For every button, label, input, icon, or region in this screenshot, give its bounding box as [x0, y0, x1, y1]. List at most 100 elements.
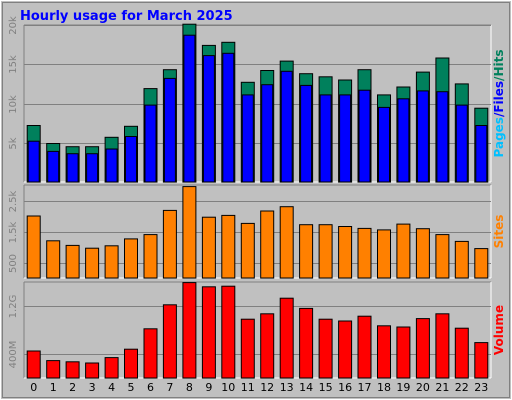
x-tick-label: 21 [435, 381, 449, 394]
files-bar [261, 84, 274, 183]
plot-area [24, 25, 491, 182]
y-tick-label: 10k [8, 95, 19, 114]
y-tick-label: 1.5k [8, 221, 19, 243]
y-tick-label: 5k [8, 137, 19, 149]
x-tick-label: 18 [377, 381, 391, 394]
volume-bar [46, 360, 61, 379]
volume-bar [435, 313, 450, 379]
files-bar [222, 52, 235, 183]
sites-bar [221, 214, 236, 279]
x-tick-label: 15 [319, 381, 333, 394]
files-bar [47, 150, 60, 183]
files-bar [66, 153, 79, 183]
files-bar [27, 140, 40, 183]
x-tick-label: 9 [205, 381, 212, 394]
volume-bar [65, 361, 80, 379]
sites-bar [182, 186, 197, 279]
files-bar [86, 153, 99, 183]
x-tick-label: 1 [50, 381, 57, 394]
volume-bar [85, 362, 100, 379]
plot-area [24, 185, 491, 278]
files-bar [183, 34, 196, 183]
files-bar [397, 98, 410, 183]
y-axis-label-hits-files-pages: Pages/Files/Hits [492, 50, 506, 158]
volume-bar [377, 325, 391, 379]
x-axis: 0 1 2 3 4 5 6 7 8 9 10 11 12 13 14 15 16 17 18 19 20 21 22 23 [30, 381, 488, 394]
files-bar [436, 91, 449, 183]
y-tick-label: 500 [8, 254, 19, 273]
x-tick-label: 20 [416, 381, 430, 394]
volume-bar [124, 348, 138, 379]
sites-bar [26, 215, 41, 279]
sites-bar [85, 247, 100, 279]
sites-bar [65, 244, 80, 279]
volume-bar [26, 350, 41, 379]
y-label-part: Pages [492, 117, 506, 157]
sites-bar [377, 229, 391, 279]
files-bar [300, 84, 313, 183]
volume-bar [357, 315, 372, 379]
panel-sites: 500 1.5k 2.5k Sites [8, 184, 506, 279]
volume-bar [318, 318, 333, 379]
y-label-part: / [492, 112, 506, 117]
files-bar [105, 148, 118, 183]
x-tick-label: 4 [108, 381, 115, 394]
volume-bar [279, 297, 294, 379]
x-tick-label: 14 [299, 381, 313, 394]
sites-bar [240, 222, 255, 279]
x-tick-label: 22 [455, 381, 469, 394]
x-tick-label: 8 [186, 381, 193, 394]
y-axis-label-volume: Volume [492, 305, 506, 355]
volume-bar [454, 327, 469, 379]
chart-panels: 5k10k15k20kPages/Files/Hits5001.5k2.5kSi… [8, 16, 506, 379]
x-tick-label: 6 [147, 381, 154, 394]
files-bar [125, 136, 137, 183]
y-tick-label: 20k [8, 16, 19, 35]
files-bar [241, 94, 254, 183]
sites-bar [454, 240, 469, 279]
x-tick-label: 10 [221, 381, 235, 394]
volume-bar [338, 320, 353, 379]
files-bar [358, 89, 371, 183]
sites-bar [260, 210, 275, 279]
volume-bar [104, 357, 119, 379]
sites-bar [415, 228, 430, 279]
x-tick-label: 12 [260, 381, 274, 394]
y-label-part: Files [492, 81, 506, 113]
x-tick-label: 5 [128, 381, 135, 394]
y-axis-label-sites: Sites [492, 215, 506, 249]
y-tick-label: 400M [8, 341, 19, 369]
y-tick-label: 1.2G [8, 295, 19, 319]
files-bar [475, 125, 488, 183]
panel-volume: 400M 1.2G Volume [8, 281, 506, 379]
files-bar [455, 104, 468, 183]
x-tick-label: 0 [30, 381, 37, 394]
volume-bar [474, 342, 489, 379]
x-tick-label: 2 [69, 381, 76, 394]
sites-bar [279, 206, 294, 279]
volume-bar [162, 304, 177, 379]
files-bar [144, 104, 157, 183]
x-tick-label: 23 [474, 381, 488, 394]
x-tick-label: 13 [280, 381, 294, 394]
files-bar [416, 90, 429, 183]
volume-bar [415, 318, 430, 379]
chart-title: Hourly usage for March 2025 [20, 9, 233, 24]
x-tick-label: 7 [166, 381, 173, 394]
y-tick-label: 2.5k [8, 190, 19, 212]
volume-bar [260, 313, 275, 379]
sites-bar [124, 238, 138, 279]
sites-bar [357, 227, 372, 279]
volume-bar [221, 285, 236, 379]
volume-bar [299, 307, 314, 379]
files-bar [319, 94, 332, 183]
files-bar [339, 94, 352, 183]
sites-bar [143, 234, 158, 279]
volume-bar [143, 328, 158, 379]
files-bar [280, 70, 293, 183]
sites-bar [396, 223, 411, 279]
sites-bar [299, 224, 314, 279]
